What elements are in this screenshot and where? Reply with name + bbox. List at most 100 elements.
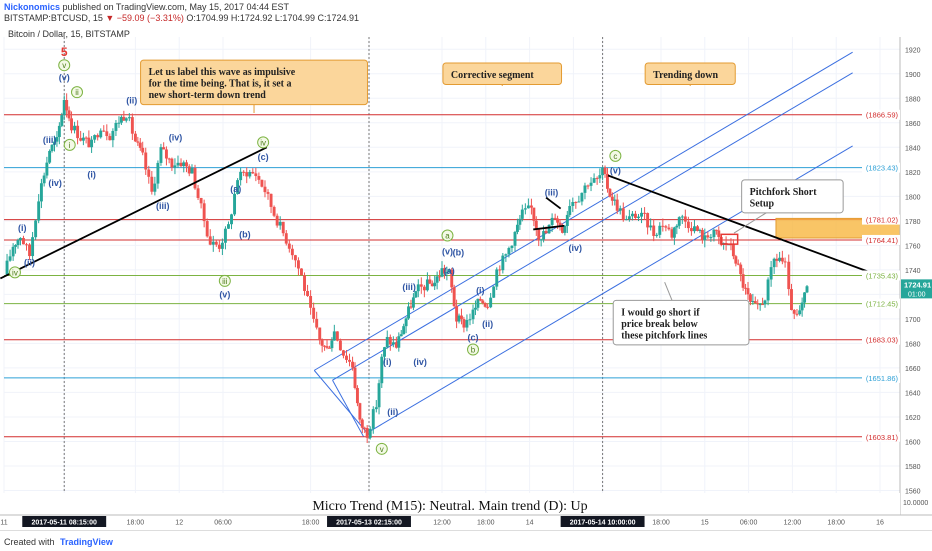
candle-body <box>501 255 505 271</box>
candle <box>368 426 372 440</box>
candle <box>371 406 375 434</box>
candle <box>501 253 505 274</box>
wave-label: (iii) <box>402 282 416 292</box>
candle-body <box>368 428 372 438</box>
last-price-countdown: 01:00 <box>908 291 926 298</box>
y-tick-label: 1620 <box>905 415 921 422</box>
candle <box>358 402 362 423</box>
candle-body <box>667 227 671 230</box>
candle-body <box>205 221 209 237</box>
candle <box>442 264 446 279</box>
candle <box>790 283 793 311</box>
wave-label: iv <box>12 268 18 277</box>
candle-body <box>481 300 485 304</box>
candle <box>717 226 721 245</box>
candle <box>185 159 188 173</box>
candle <box>130 113 134 140</box>
candle <box>153 176 157 196</box>
candle <box>108 133 112 141</box>
y-tick-label: 1780 <box>905 219 921 226</box>
chart-subtitle: Bitcoin / Dollar, 15, BITSTAMP <box>8 29 130 39</box>
candle <box>227 221 230 229</box>
annotation-callout[interactable]: Corrective segment <box>442 62 563 87</box>
candle <box>105 124 109 141</box>
wave-label: (v) <box>59 72 70 82</box>
created-with-label: Created with <box>4 537 55 547</box>
candle-body <box>239 171 243 181</box>
candle-body <box>185 162 188 167</box>
candle <box>539 238 543 247</box>
candle-body <box>374 407 378 410</box>
candle-body <box>492 286 496 298</box>
candle-body <box>445 271 449 274</box>
candle-body <box>544 231 548 234</box>
callout-text: new short-term down trend <box>149 90 267 101</box>
candle <box>345 350 348 363</box>
candle <box>756 299 760 310</box>
candle-body <box>495 269 499 287</box>
publish-info: published on TradingView.com, May 15, 20… <box>62 2 290 12</box>
x-tick-label: 2017-05-13 02:15:00 <box>336 520 402 527</box>
candle <box>615 193 619 215</box>
candle-body <box>193 168 197 189</box>
wave-label-circle <box>58 59 71 72</box>
wave-label: (a) <box>444 266 455 276</box>
candle <box>571 197 575 213</box>
candle <box>526 198 530 209</box>
chart-title: Micro Trend (M15): Neutral. Main trend (… <box>312 499 587 514</box>
candle-body <box>360 419 364 428</box>
candle <box>332 324 336 341</box>
candle-body <box>534 220 538 230</box>
candle <box>577 195 581 203</box>
wave-label-circle <box>71 86 83 99</box>
candle-body <box>170 158 174 168</box>
wave-label-circle <box>218 274 231 287</box>
candle <box>338 338 342 351</box>
candle-body <box>805 286 809 293</box>
wave-label: (ii) <box>482 319 493 329</box>
wave-label: (c) <box>468 332 479 342</box>
candle-body <box>574 202 578 204</box>
candle-body <box>62 100 66 116</box>
wave-label: v <box>62 61 66 70</box>
candle <box>696 225 699 232</box>
callout-text: Setup <box>750 198 775 209</box>
price-level-label-bg <box>862 270 900 281</box>
candle <box>580 192 584 206</box>
candle-body <box>164 149 168 159</box>
candle-body <box>341 350 345 356</box>
candle <box>318 327 322 345</box>
candle-body <box>117 122 121 124</box>
candle-body <box>42 175 46 184</box>
candle <box>211 235 215 252</box>
candle-body <box>565 214 569 227</box>
candle <box>22 235 25 245</box>
wave-label: i <box>69 141 71 150</box>
candle-body <box>380 356 384 384</box>
candle <box>138 138 142 151</box>
candle <box>42 172 46 187</box>
candle <box>14 244 18 254</box>
candle-body <box>208 236 212 245</box>
callout-text: I would go short if <box>621 307 700 318</box>
tradingview-logo[interactable]: TradingView <box>60 537 113 547</box>
candle-body <box>563 226 567 233</box>
candle <box>515 218 519 235</box>
candle-body <box>717 230 721 237</box>
candle <box>618 205 622 215</box>
wave-label: ii <box>75 88 79 97</box>
candle-body <box>84 137 88 139</box>
candle-body <box>353 367 357 388</box>
y-tick-label: 1640 <box>905 390 921 397</box>
candle-body <box>31 237 35 257</box>
author-name[interactable]: Nickonomics <box>4 2 61 12</box>
candle <box>102 125 106 132</box>
callout-text: Trending down <box>653 70 718 81</box>
candle-body <box>323 345 327 347</box>
annotation-callout[interactable]: Trending down <box>644 62 736 87</box>
